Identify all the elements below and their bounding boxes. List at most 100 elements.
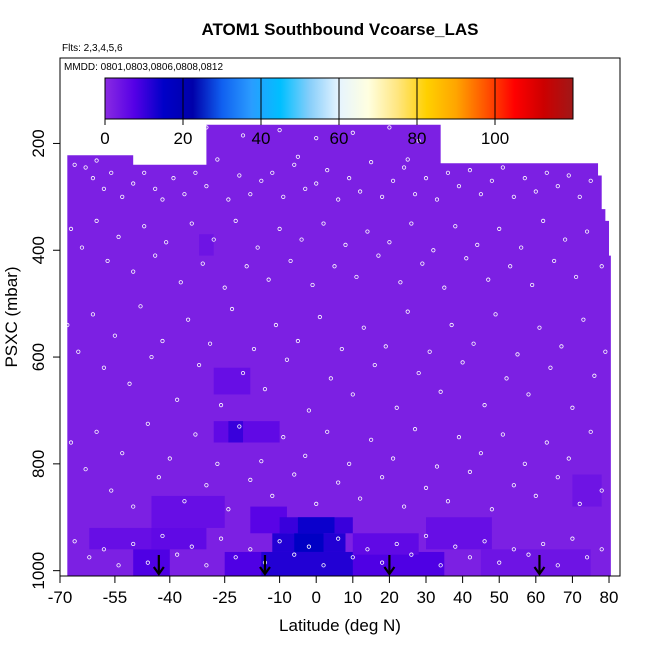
y-tick-label: 600: [29, 343, 48, 371]
y-axis: 200 400 600 800 1000: [29, 129, 60, 590]
data-point: [68, 226, 74, 231]
data-point: [182, 192, 187, 197]
data-point: [314, 136, 319, 141]
data-point: [281, 435, 286, 440]
data-point: [277, 539, 282, 544]
data-point: [204, 125, 209, 130]
data-point: [467, 168, 473, 173]
data-point: [372, 362, 377, 368]
data-point: [303, 453, 308, 458]
data-point: [175, 552, 180, 557]
data-point: [295, 154, 301, 159]
data-point: [325, 168, 330, 173]
data-point: [240, 133, 246, 138]
data-point: [160, 338, 165, 344]
plot-frame: [59, 57, 621, 577]
data-point: [519, 245, 524, 250]
data-point: [438, 389, 443, 394]
x-tick-label: -40: [158, 588, 183, 607]
data-point: [226, 197, 231, 202]
x-tick-label: 70: [563, 588, 582, 607]
data-point: [511, 194, 516, 199]
data-point: [145, 560, 150, 565]
data-point: [255, 245, 260, 250]
data-point: [218, 536, 224, 541]
arrows-layer: [152, 555, 546, 576]
data-point: [401, 504, 407, 509]
data-point: [522, 461, 527, 466]
data-point: [196, 362, 202, 368]
x-tick-label: 10: [343, 588, 362, 607]
data-point: [533, 158, 538, 163]
data-point: [200, 261, 205, 266]
data-point: [599, 264, 604, 269]
data-point: [90, 176, 96, 181]
data-point: [317, 314, 322, 320]
data-point: [570, 405, 575, 410]
heatmap-cell: [261, 551, 353, 576]
data-point: [555, 563, 560, 568]
data-point: [237, 424, 242, 429]
data-point: [390, 456, 396, 461]
data-point: [120, 451, 125, 456]
colorbar-tick-label: 20: [174, 129, 193, 148]
data-point: [588, 178, 593, 183]
data-point: [541, 541, 546, 547]
data-point: [456, 184, 462, 189]
data-point: [379, 560, 385, 565]
data-point: [175, 397, 180, 402]
data-point: [72, 162, 77, 167]
data-point: [226, 507, 231, 512]
data-point: [350, 555, 355, 560]
data-point: [339, 346, 344, 352]
data-point: [127, 381, 132, 386]
dates-subtitle: MMDD: 0801,0803,0806,0808,0812: [64, 62, 223, 73]
data-point: [376, 253, 381, 258]
data-point: [460, 360, 465, 365]
data-point: [262, 386, 268, 392]
data-point: [222, 285, 227, 290]
data-point: [270, 170, 275, 175]
data-point: [248, 192, 253, 197]
data-point: [416, 370, 421, 376]
data-point: [215, 461, 220, 466]
data-point: [588, 429, 593, 434]
data-point: [76, 349, 81, 354]
data-point: [343, 242, 348, 248]
data-point: [266, 277, 271, 282]
data-point: [555, 475, 560, 480]
data-point: [314, 501, 319, 507]
data-point: [251, 346, 257, 352]
data-point: [87, 555, 92, 560]
x-tick-label: -55: [103, 588, 128, 607]
arrow-head: [259, 566, 271, 576]
data-point: [398, 280, 403, 285]
x-tick-label: 40: [453, 588, 472, 607]
data-point: [515, 352, 520, 357]
data-point: [131, 269, 136, 274]
data-point: [65, 322, 70, 328]
data-point: [497, 560, 502, 565]
data-point: [273, 322, 279, 328]
data-point: [577, 501, 582, 507]
data-point: [412, 192, 418, 197]
data-point: [423, 485, 429, 490]
data-point: [336, 197, 341, 202]
data-point: [599, 547, 604, 552]
data-point: [193, 170, 198, 175]
data-point: [164, 240, 169, 245]
data-point: [471, 341, 476, 346]
y-tick-label: 1000: [29, 552, 48, 590]
heatmap-cell: [352, 533, 419, 555]
data-point: [599, 488, 604, 493]
data-point: [442, 285, 447, 290]
data-point: [186, 317, 191, 322]
data-point: [259, 459, 264, 464]
data-point: [530, 282, 535, 288]
data-point: [153, 253, 158, 258]
data-point: [244, 264, 249, 269]
data-point: [171, 176, 176, 181]
data-point: [325, 429, 330, 434]
data-point: [295, 338, 301, 344]
data-point: [153, 186, 158, 191]
